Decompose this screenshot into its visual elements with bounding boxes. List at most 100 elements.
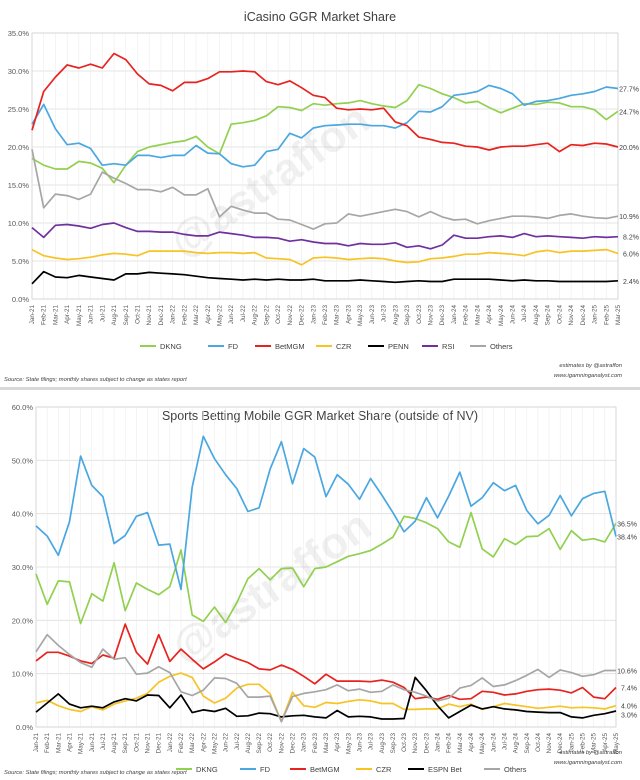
series-line-espn-bet bbox=[35, 676, 617, 720]
x-tick-label: May-22 bbox=[211, 733, 218, 754]
y-tick-label: 0.0% bbox=[16, 723, 33, 732]
x-tick-label: Oct-22 bbox=[267, 733, 274, 752]
x-tick-label: Nov-24 bbox=[546, 733, 553, 754]
x-tick-label: Dec-21 bbox=[158, 305, 165, 326]
legend-label: RSI bbox=[442, 342, 455, 351]
x-tick-label: Aug-23 bbox=[379, 733, 386, 754]
x-tick-label: Feb-22 bbox=[181, 305, 188, 325]
x-tick-label: Feb-21 bbox=[44, 733, 51, 753]
x-tick-label: Jun-21 bbox=[89, 733, 96, 753]
y-tick-label: 20.0% bbox=[8, 143, 30, 152]
x-tick-label: Oct-21 bbox=[134, 305, 141, 324]
x-tick-label: Jul-23 bbox=[368, 733, 375, 751]
x-tick-label: Jun-24 bbox=[510, 305, 517, 325]
x-tick-label: Jul-22 bbox=[234, 733, 241, 751]
series-line-others bbox=[31, 149, 619, 230]
x-tick-label: Sep-23 bbox=[404, 305, 411, 326]
series-line-czr bbox=[35, 672, 617, 723]
x-tick-label: Nov-23 bbox=[427, 305, 434, 326]
series-line-dkng bbox=[35, 511, 617, 625]
x-tick-label: Apr-24 bbox=[468, 733, 475, 752]
y-tick-label: 20.0% bbox=[12, 616, 34, 625]
y-tick-label: 30.0% bbox=[8, 67, 30, 76]
x-tick-label: May-23 bbox=[345, 733, 352, 754]
x-tick-label: Jan-21 bbox=[29, 305, 36, 325]
x-tick-label: Aug-24 bbox=[513, 733, 520, 754]
x-tick-label: Sep-23 bbox=[390, 733, 397, 754]
y-tick-label: 30.0% bbox=[12, 563, 34, 572]
x-tick-label: Aug-22 bbox=[245, 733, 252, 754]
x-tick-label: Jun-23 bbox=[356, 733, 363, 753]
x-tick-label: Feb-23 bbox=[312, 733, 319, 753]
x-tick-label: Aug-22 bbox=[252, 305, 259, 326]
x-tick-label: Nov-21 bbox=[146, 305, 153, 326]
x-tick-label: Mar-22 bbox=[189, 733, 196, 753]
legend-label: ESPN Bet bbox=[428, 765, 463, 774]
x-tick-label: May-23 bbox=[357, 305, 364, 326]
y-tick-label: 35.0% bbox=[8, 29, 30, 38]
x-tick-label: Apr-22 bbox=[200, 733, 207, 752]
icasino-chart-panel: iCasino GGR Market Share 0.0% 5.0% 10.0% 15.… bbox=[0, 0, 640, 385]
series-line-others bbox=[35, 633, 616, 723]
x-tick-label: Jul-24 bbox=[521, 305, 528, 323]
x-tick-label: Mar-24 bbox=[457, 733, 464, 753]
x-tick-label: Aug-21 bbox=[111, 305, 118, 326]
x-tick-label: Aug-24 bbox=[533, 305, 540, 326]
chart-title: iCasino GGR Market Share bbox=[244, 10, 396, 24]
series-line-penn bbox=[31, 270, 619, 285]
icasino-chart-svg: iCasino GGR Market Share 0.0% 5.0% 10.0% 15.… bbox=[4, 10, 639, 383]
x-tick-label: Sep-22 bbox=[256, 733, 263, 754]
sports-betting-chart-svg: Sports Betting Mobile GGR Market Share (… bbox=[4, 403, 637, 776]
series-line-fd bbox=[35, 435, 617, 591]
x-tick-label: Dec-21 bbox=[156, 733, 163, 754]
x-tick-label: Dec-22 bbox=[290, 733, 297, 754]
y-tick-label: 5.0% bbox=[12, 257, 29, 266]
legend-label: Others bbox=[504, 765, 527, 774]
series-line-rsi bbox=[31, 222, 619, 250]
source-note: Source: State filings; monthly shares su… bbox=[4, 770, 187, 776]
x-tick-label: Jun-22 bbox=[228, 305, 235, 325]
watermark-text: @astraffon bbox=[161, 94, 378, 267]
series-line-betmgm bbox=[31, 52, 619, 153]
sports-betting-chart-panel: Sports Betting Mobile GGR Market Share (… bbox=[0, 392, 640, 780]
plot-area bbox=[35, 406, 617, 728]
x-tick-label: Apr-21 bbox=[64, 305, 71, 324]
x-tick-label: Oct-24 bbox=[556, 305, 563, 324]
x-tick-label: Jun-23 bbox=[369, 305, 376, 325]
series-end-label: 10.9% bbox=[619, 214, 639, 221]
x-tick-label: Apr-25 bbox=[602, 733, 609, 752]
x-tick-label: Nov-21 bbox=[145, 733, 152, 754]
x-tick-label: Mar-21 bbox=[55, 733, 62, 753]
x-tick-label: Apr-23 bbox=[334, 733, 341, 752]
x-tick-label: Oct-21 bbox=[133, 733, 140, 752]
credit-line: estimates by @astraffon bbox=[559, 750, 622, 756]
x-tick-label: Nov-24 bbox=[568, 305, 575, 326]
x-tick-label: Apr-22 bbox=[205, 305, 212, 324]
x-tick-label: Jan-22 bbox=[167, 733, 174, 753]
x-tick-label: Dec-22 bbox=[299, 305, 306, 326]
x-tick-label: Apr-21 bbox=[66, 733, 73, 752]
legend-label: FD bbox=[228, 342, 239, 351]
credit-url: www.igamninganalyst.com bbox=[554, 373, 622, 379]
x-tick-label: Sep-21 bbox=[122, 733, 129, 754]
x-tick-label: Jun-21 bbox=[88, 305, 95, 325]
series-line-czr bbox=[31, 248, 619, 266]
x-tick-label: Oct-23 bbox=[416, 305, 423, 324]
y-tick-label: 10.0% bbox=[12, 670, 34, 679]
series-end-label: 3.0% bbox=[621, 713, 637, 720]
legend-label: BetMGM bbox=[310, 765, 340, 774]
x-tick-label: Nov-22 bbox=[287, 305, 294, 326]
x-tick-label: May-22 bbox=[217, 305, 224, 326]
x-tick-label: Jun-24 bbox=[490, 733, 497, 753]
x-tick-label: Jan-25 bbox=[568, 733, 575, 753]
x-tick-label: Jul-21 bbox=[99, 305, 106, 323]
x-tick-label: Jan-23 bbox=[310, 305, 317, 325]
series-end-label: 8.2% bbox=[623, 235, 639, 242]
series-end-label: 27.7% bbox=[619, 86, 639, 93]
y-tick-label: 60.0% bbox=[12, 403, 34, 412]
series-end-label: 2.4% bbox=[623, 279, 639, 286]
x-tick-label: Apr-23 bbox=[345, 305, 352, 324]
x-tick-label: Mar-25 bbox=[615, 305, 622, 325]
legend-label: DKNG bbox=[196, 765, 218, 774]
series-line-betmgm bbox=[35, 623, 617, 701]
